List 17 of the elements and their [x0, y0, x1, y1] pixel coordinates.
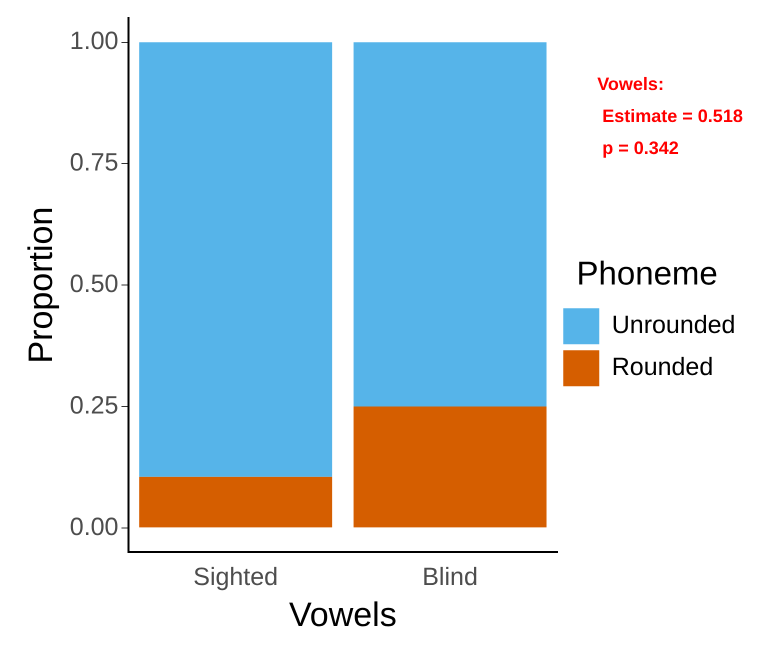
x-tick-label: Blind	[422, 563, 478, 592]
y-tick-label: 0.25	[70, 391, 118, 420]
y-axis-title: Proportion	[22, 206, 60, 364]
text: Vowels: Estimate = 0.518 p = 0.342	[597, 74, 743, 158]
legend-title: Phoneme	[576, 254, 718, 292]
bar	[139, 476, 332, 528]
bar	[354, 42, 547, 407]
bar	[139, 42, 332, 477]
legend-label: Rounded	[612, 353, 714, 382]
y-tick-label: 0.50	[70, 270, 118, 298]
bar	[354, 406, 547, 528]
x-tick-label: Sighted	[193, 563, 278, 592]
x-axis-title: Vowels	[288, 596, 397, 634]
y-tick-label: 0.75	[70, 148, 118, 177]
y-tick-label: 0.00	[70, 512, 118, 541]
y-tick-label: 1.00	[70, 27, 118, 56]
legend-label: Unrounded	[612, 311, 736, 340]
